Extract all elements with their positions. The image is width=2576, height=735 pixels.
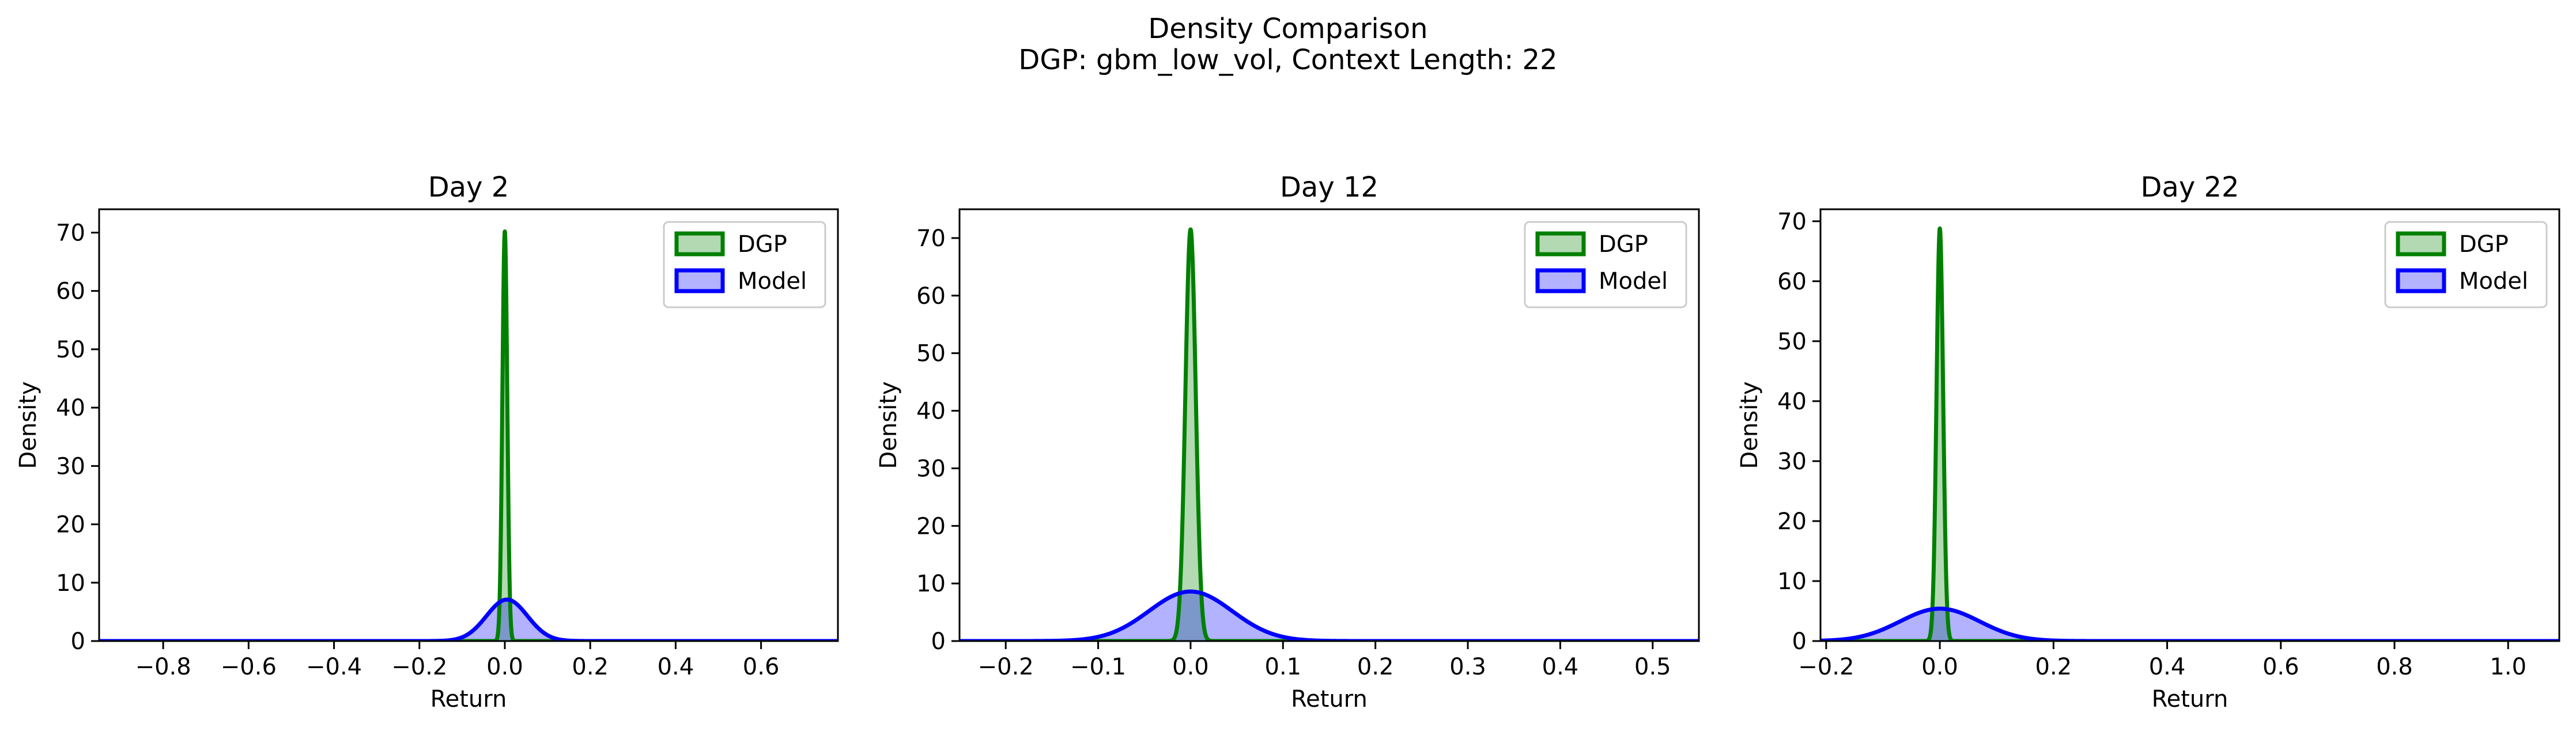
chart-panel-2: −0.2 −0.1 0.0 0.1 0.2 0.3 0.4 0.5 0 10 20 30 40 50 60 7… [875,171,1700,713]
legend-swatch-model [1535,268,1586,293]
plot-frame [98,208,839,642]
x-tick-label: 0.0 [1172,654,1209,680]
y-tick-label: 50 [1777,329,1807,355]
legend: DGP Model [663,221,826,308]
legend-swatch-model [2396,268,2446,293]
legend-label-dgp: DGP [2459,231,2509,258]
chart-panel-3: −0.2 0.0 0.2 0.4 0.6 0.8 1.0 0 10 20 30 40 50 60 70 Day… [1736,171,2560,713]
y-tick-label: 30 [1777,448,1807,475]
y-tick-label: 20 [1777,508,1807,535]
x-tick-label: 0.2 [1357,654,1394,680]
chart-title: Day 2 [428,171,509,203]
x-axis-label: Return [1291,686,1368,713]
legend: DGP Model [2384,221,2548,308]
figure-subtitle: DGP: gbm_low_vol, Context Length: 22 [1018,44,1558,76]
x-tick-label: 0.6 [2263,654,2299,680]
chart-panel-1: −0.8 −0.6 −0.4 −0.2 0.0 0.2 0.4 0.6 0 10 20 30 40 50 6… [15,171,839,713]
legend-swatch-dgp [674,231,725,257]
y-tick-label: 0 [931,628,946,655]
plot-frame [1819,208,2560,642]
x-tick-label: 0.2 [572,654,609,680]
x-tick-label: −0.2 [978,654,1034,680]
x-tick-label: −0.8 [135,654,191,680]
legend: DGP Model [1524,221,1687,308]
legend-label-dgp: DGP [1599,231,1648,258]
legend-label-model: Model [1599,268,1668,295]
plot-frame [958,208,1700,642]
chart-title: Day 12 [1280,171,1378,203]
y-tick-label: 40 [56,395,85,421]
y-tick-label: 10 [916,571,946,597]
x-tick-label: 0.4 [658,654,694,680]
y-tick-label: 20 [56,512,85,538]
plot-area [99,229,838,641]
series-line-model [960,589,1699,641]
x-axis-label: Return [430,686,507,713]
x-tick-label: 0.4 [1542,654,1579,680]
y-tick-label: 60 [916,283,946,310]
legend-swatch-dgp [1535,231,1586,257]
x-tick-label: 0.4 [2149,654,2186,680]
y-tick-label: 60 [1777,269,1807,295]
figure-title: Density Comparison [1148,13,1428,45]
x-tick-label: 0.2 [2035,654,2072,680]
legend-swatch-dgp [2396,231,2446,257]
y-axis-label: Density [875,381,902,469]
y-tick-label: 30 [56,453,85,480]
x-axis-label: Return [2152,686,2228,713]
y-tick-label: 70 [916,225,946,252]
series-line-dgp [99,229,838,641]
legend-label-model: Model [738,268,807,295]
y-tick-label: 70 [56,220,85,246]
y-tick-label: 60 [56,278,85,305]
x-tick-label: −0.1 [1070,654,1126,680]
y-tick-label: 0 [1792,628,1807,655]
legend-swatch-model [674,268,725,293]
y-tick-label: 30 [916,455,946,482]
legend-label-model: Model [2459,268,2528,295]
x-tick-label: 0.3 [1449,654,1486,680]
legend-box [1524,221,1687,308]
x-tick-label: −0.6 [221,654,277,680]
chart-title: Day 22 [2140,171,2239,203]
x-tick-label: 0.0 [1921,654,1958,680]
series-fill-model [960,591,1699,641]
y-tick-label: 0 [71,628,85,655]
x-tick-label: −0.2 [391,654,447,680]
x-tick-label: 0.6 [743,654,780,680]
legend-box [663,221,826,308]
x-tick-label: −0.4 [306,654,362,680]
x-tick-label: 0.5 [1634,654,1671,680]
y-tick-label: 10 [1777,568,1807,595]
y-tick-label: 70 [1777,209,1807,235]
series-line-model [99,597,838,641]
x-tick-label: −0.2 [1798,654,1854,680]
x-tick-label: 1.0 [2490,654,2526,680]
y-tick-label: 10 [56,570,85,597]
y-axis-label: Density [15,381,41,469]
y-tick-label: 40 [916,398,946,425]
x-tick-label: 0.8 [2376,654,2413,680]
legend-label-dgp: DGP [738,231,787,258]
y-axis-label: Density [1736,381,1763,469]
y-tick-label: 40 [1777,389,1807,415]
legend-box [2384,221,2548,308]
x-tick-label: 0.0 [486,654,523,680]
y-tick-label: 50 [916,341,946,367]
series-line-dgp [960,227,1699,641]
x-tick-label: 0.1 [1265,654,1302,680]
y-tick-label: 50 [56,337,85,363]
y-tick-label: 20 [916,513,946,540]
